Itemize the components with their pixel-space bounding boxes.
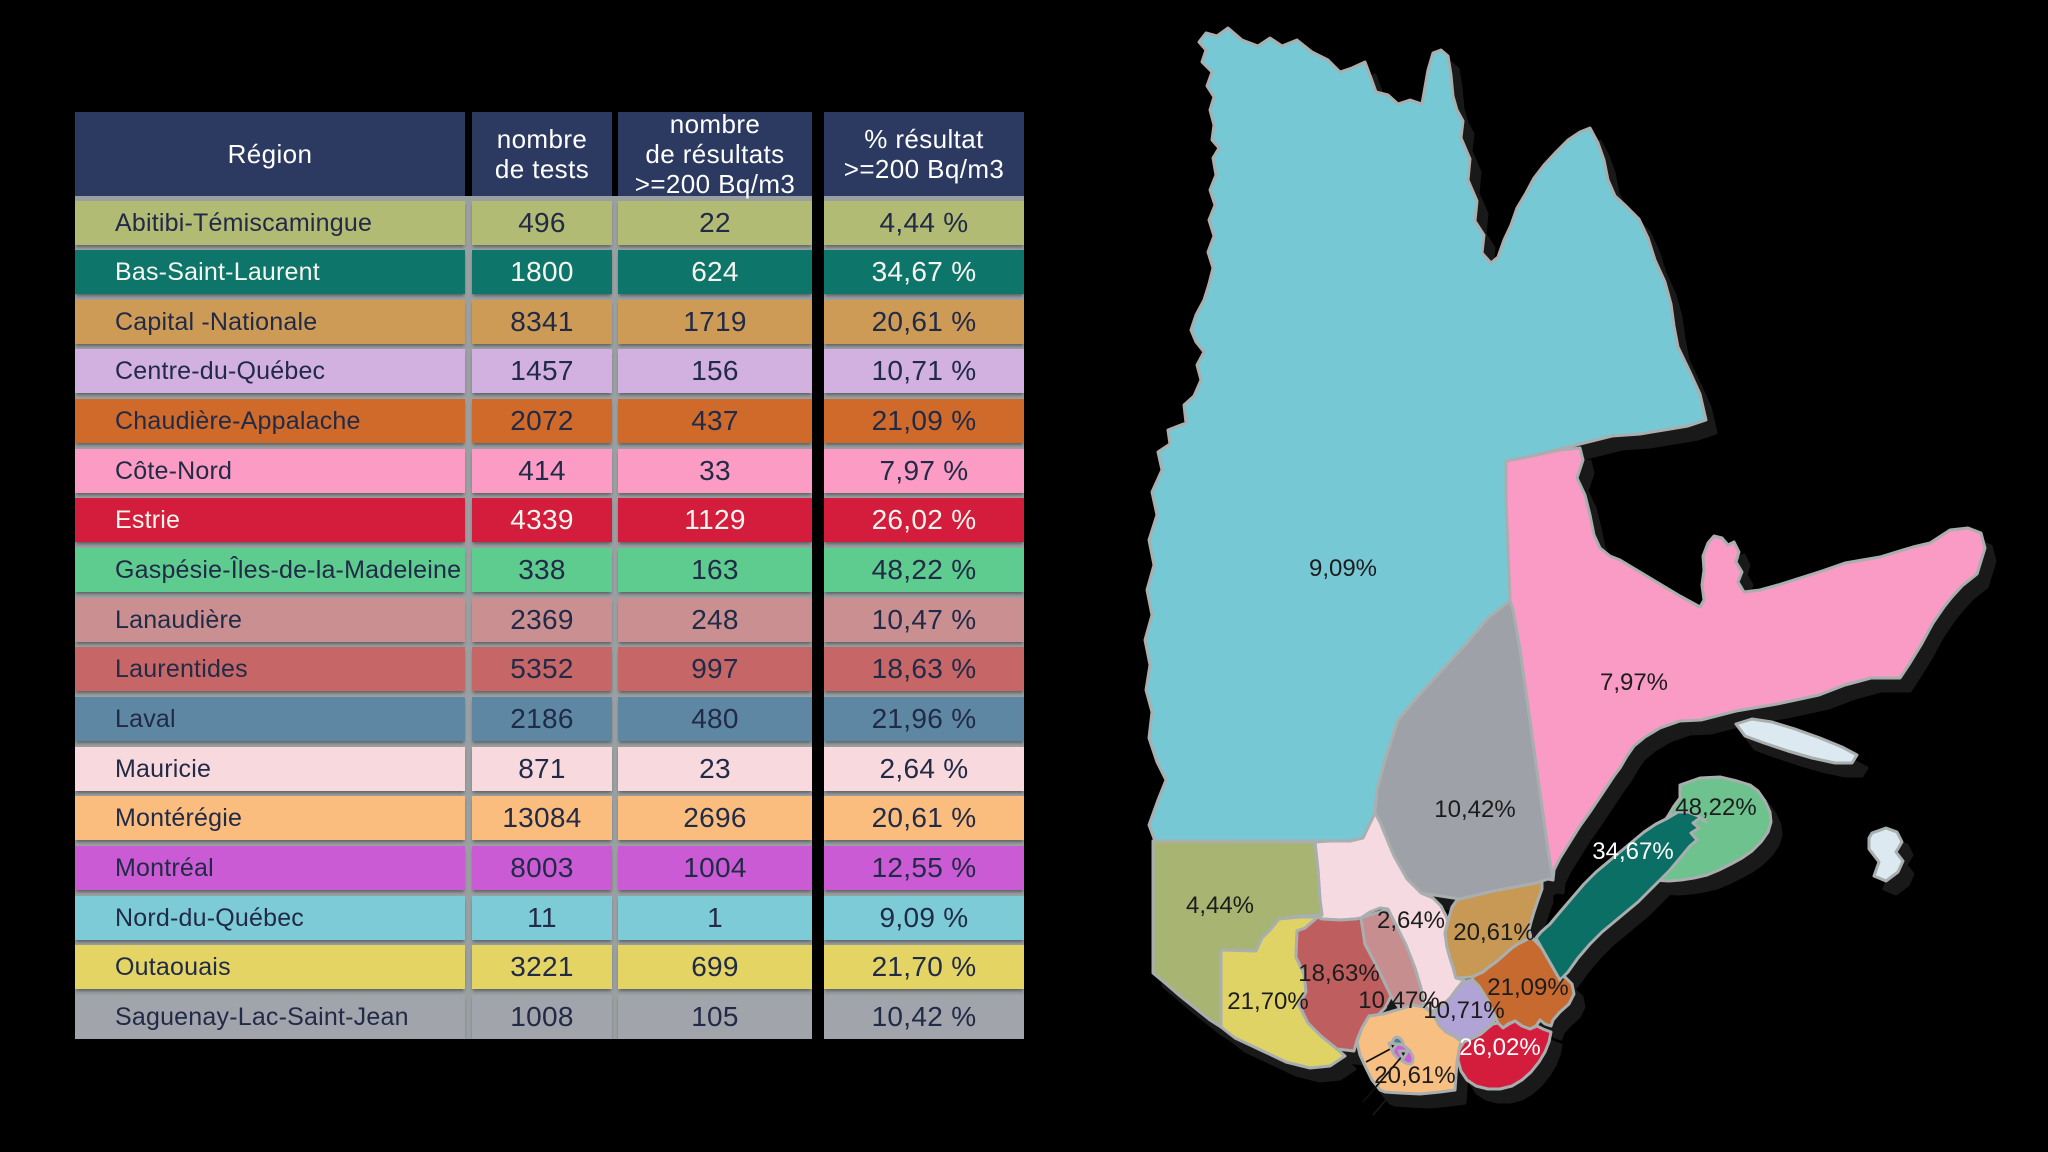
svg-text:10,71%: 10,71% <box>1423 997 1504 1024</box>
svg-text:48,22%: 48,22% <box>1675 794 1756 821</box>
svg-text:21,09%: 21,09% <box>1487 974 1568 1001</box>
svg-text:4,44%: 4,44% <box>1186 892 1254 919</box>
svg-text:34,67%: 34,67% <box>1592 838 1673 865</box>
svg-text:18,63%: 18,63% <box>1298 960 1379 987</box>
svg-text:2,64%: 2,64% <box>1377 907 1445 934</box>
svg-text:9,09%: 9,09% <box>1309 555 1377 582</box>
svg-text:20,61%: 20,61% <box>1374 1062 1455 1089</box>
svg-text:7,97%: 7,97% <box>1600 669 1668 696</box>
svg-text:26,02%: 26,02% <box>1459 1034 1540 1061</box>
svg-text:10,47%: 10,47% <box>1358 987 1439 1014</box>
svg-text:10,42%: 10,42% <box>1434 796 1515 823</box>
svg-text:21,70%: 21,70% <box>1227 988 1308 1015</box>
svg-text:20,61%: 20,61% <box>1453 919 1534 946</box>
